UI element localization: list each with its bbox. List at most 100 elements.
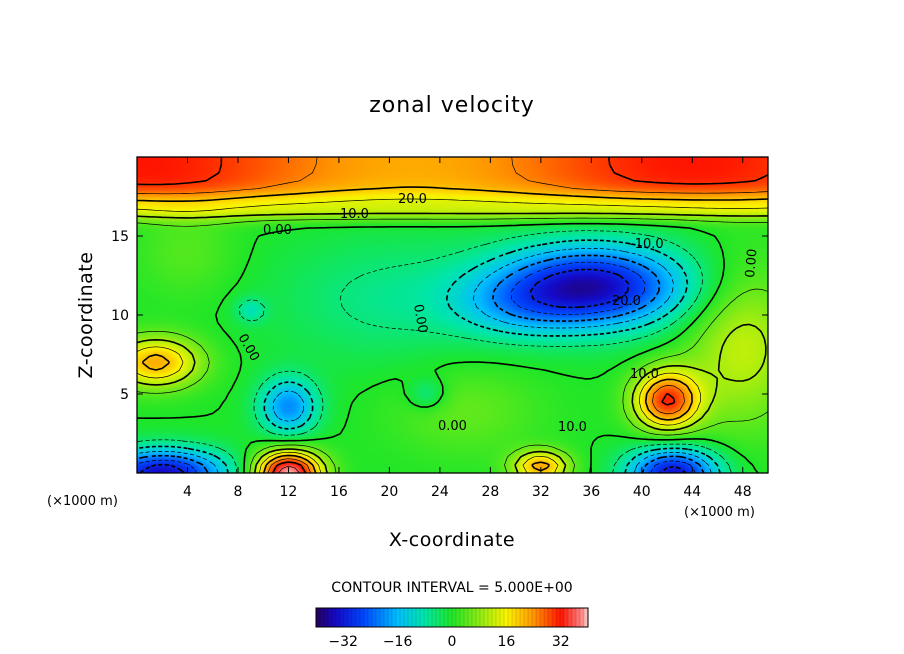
plot-area xyxy=(137,157,768,473)
colorbar-cell xyxy=(480,608,485,627)
colorbar-cell xyxy=(380,608,385,627)
chart-title: zonal velocity xyxy=(369,93,535,118)
x-tick-label: 36 xyxy=(582,484,600,500)
contour-interval-text: CONTOUR INTERVAL = 5.000E+00 xyxy=(331,580,572,596)
colorbar-cell xyxy=(544,608,549,627)
contour-line xyxy=(137,239,721,473)
colorbar-cell xyxy=(432,608,437,627)
x-unit-label: (×1000 m) xyxy=(684,505,755,520)
colorbar-cell xyxy=(556,608,561,627)
colorbar-cell xyxy=(532,608,537,627)
colorbar-cell xyxy=(508,608,513,627)
colorbar-cell xyxy=(468,608,473,627)
colorbar-cell xyxy=(576,608,581,627)
contour-label: 0.00 xyxy=(410,303,430,334)
colorbar-cell xyxy=(340,608,345,627)
colorbar-cell xyxy=(324,608,329,627)
contour-label: 0.00 xyxy=(743,248,760,278)
contour-line xyxy=(278,465,300,473)
colorbar-cell xyxy=(488,608,493,627)
contour-label: 10.0 xyxy=(630,367,659,382)
colorbar-ticks: −32 −16 0 16 32 xyxy=(328,634,569,650)
colorbar-cell xyxy=(452,608,457,627)
x-tick-label: 20 xyxy=(380,484,398,500)
colorbar-cell xyxy=(492,608,497,627)
x-tick-label: 40 xyxy=(633,484,651,500)
colorbar-tick-label: −32 xyxy=(328,634,358,650)
contour-line xyxy=(137,222,759,473)
colorbar-cell xyxy=(444,608,449,627)
colorbar-cell xyxy=(404,608,409,627)
colorbar-cell xyxy=(356,608,361,627)
contour-label: 0.00 xyxy=(438,419,467,434)
colorbar-cell xyxy=(336,608,341,627)
y-axis-label: Z-coordinate xyxy=(75,252,97,379)
y-ticks: 5 10 15 xyxy=(111,229,768,403)
colorbar-cell xyxy=(472,608,477,627)
contour-line xyxy=(137,217,768,473)
contour-line xyxy=(137,254,705,473)
colorbar-cell xyxy=(572,608,577,627)
colorbar-cell xyxy=(328,608,333,627)
colorbar-cell xyxy=(504,608,509,627)
colorbar-cell xyxy=(388,608,393,627)
colorbar-cell xyxy=(408,608,413,627)
colorbar-cell xyxy=(396,608,401,627)
colorbar-frame xyxy=(315,607,589,628)
colorbar-cell xyxy=(320,608,325,627)
colorbar-cells xyxy=(315,608,589,627)
contour-line xyxy=(137,157,768,473)
colorbar-cell xyxy=(564,608,569,627)
colorbar-tick-label: 32 xyxy=(552,634,570,650)
colorbar-cell xyxy=(560,608,565,627)
colorbar-cell xyxy=(416,608,421,627)
y-unit-label: (×1000 m) xyxy=(47,494,118,509)
colorbar-cell xyxy=(400,608,405,627)
x-tick-label: 44 xyxy=(683,484,701,500)
colorbar-cell xyxy=(516,608,521,627)
y-tick-label: 5 xyxy=(120,387,129,403)
colorbar-cell xyxy=(424,608,429,627)
colorbar-cell xyxy=(436,608,441,627)
colorbar-cell xyxy=(440,608,445,627)
colorbar-cell xyxy=(364,608,369,627)
colorbar-cell xyxy=(528,608,533,627)
x-tick-label: 24 xyxy=(431,484,449,500)
y-tick-label: 15 xyxy=(111,229,129,245)
colorbar-cell xyxy=(348,608,353,627)
contour-line xyxy=(137,212,768,473)
contour-label: 0.00 xyxy=(263,223,292,238)
colorbar-cell xyxy=(568,608,573,627)
colorbar-cell xyxy=(536,608,541,627)
colorbar-cell xyxy=(372,608,377,627)
colorbar-cell xyxy=(520,608,525,627)
x-tick-label: 32 xyxy=(532,484,550,500)
colorbar-cell xyxy=(392,608,397,627)
contour-label: -10.0 xyxy=(630,237,664,252)
colorbar-cell xyxy=(384,608,389,627)
x-tick-label: 28 xyxy=(481,484,499,500)
colorbar-tick-label: 16 xyxy=(497,634,515,650)
contour-label: 10.0 xyxy=(558,420,587,435)
x-ticks: 4 8 12 16 20 24 28 32 36 40 44 48 xyxy=(183,157,752,500)
x-tick-label: 8 xyxy=(233,484,242,500)
velocity-field xyxy=(137,157,768,473)
x-axis-label: X-coordinate xyxy=(389,529,515,551)
colorbar-cell xyxy=(552,608,557,627)
colorbar-cell xyxy=(524,608,529,627)
colorbar-cell xyxy=(500,608,505,627)
colorbar-tick-label: −16 xyxy=(383,634,413,650)
colorbar: −32 −16 0 16 32 xyxy=(315,607,589,650)
colorbar-cell xyxy=(332,608,337,627)
x-tick-label: 4 xyxy=(183,484,192,500)
contour-label: 20.0 xyxy=(612,294,641,309)
colorbar-cell xyxy=(316,608,321,627)
colorbar-cell xyxy=(580,608,585,627)
colorbar-cell xyxy=(412,608,417,627)
colorbar-cell xyxy=(352,608,357,627)
contour-line xyxy=(137,261,696,473)
x-tick-label: 48 xyxy=(734,484,752,500)
colorbar-tick-label: 0 xyxy=(448,634,457,650)
contour-label: 20.0 xyxy=(398,192,427,207)
